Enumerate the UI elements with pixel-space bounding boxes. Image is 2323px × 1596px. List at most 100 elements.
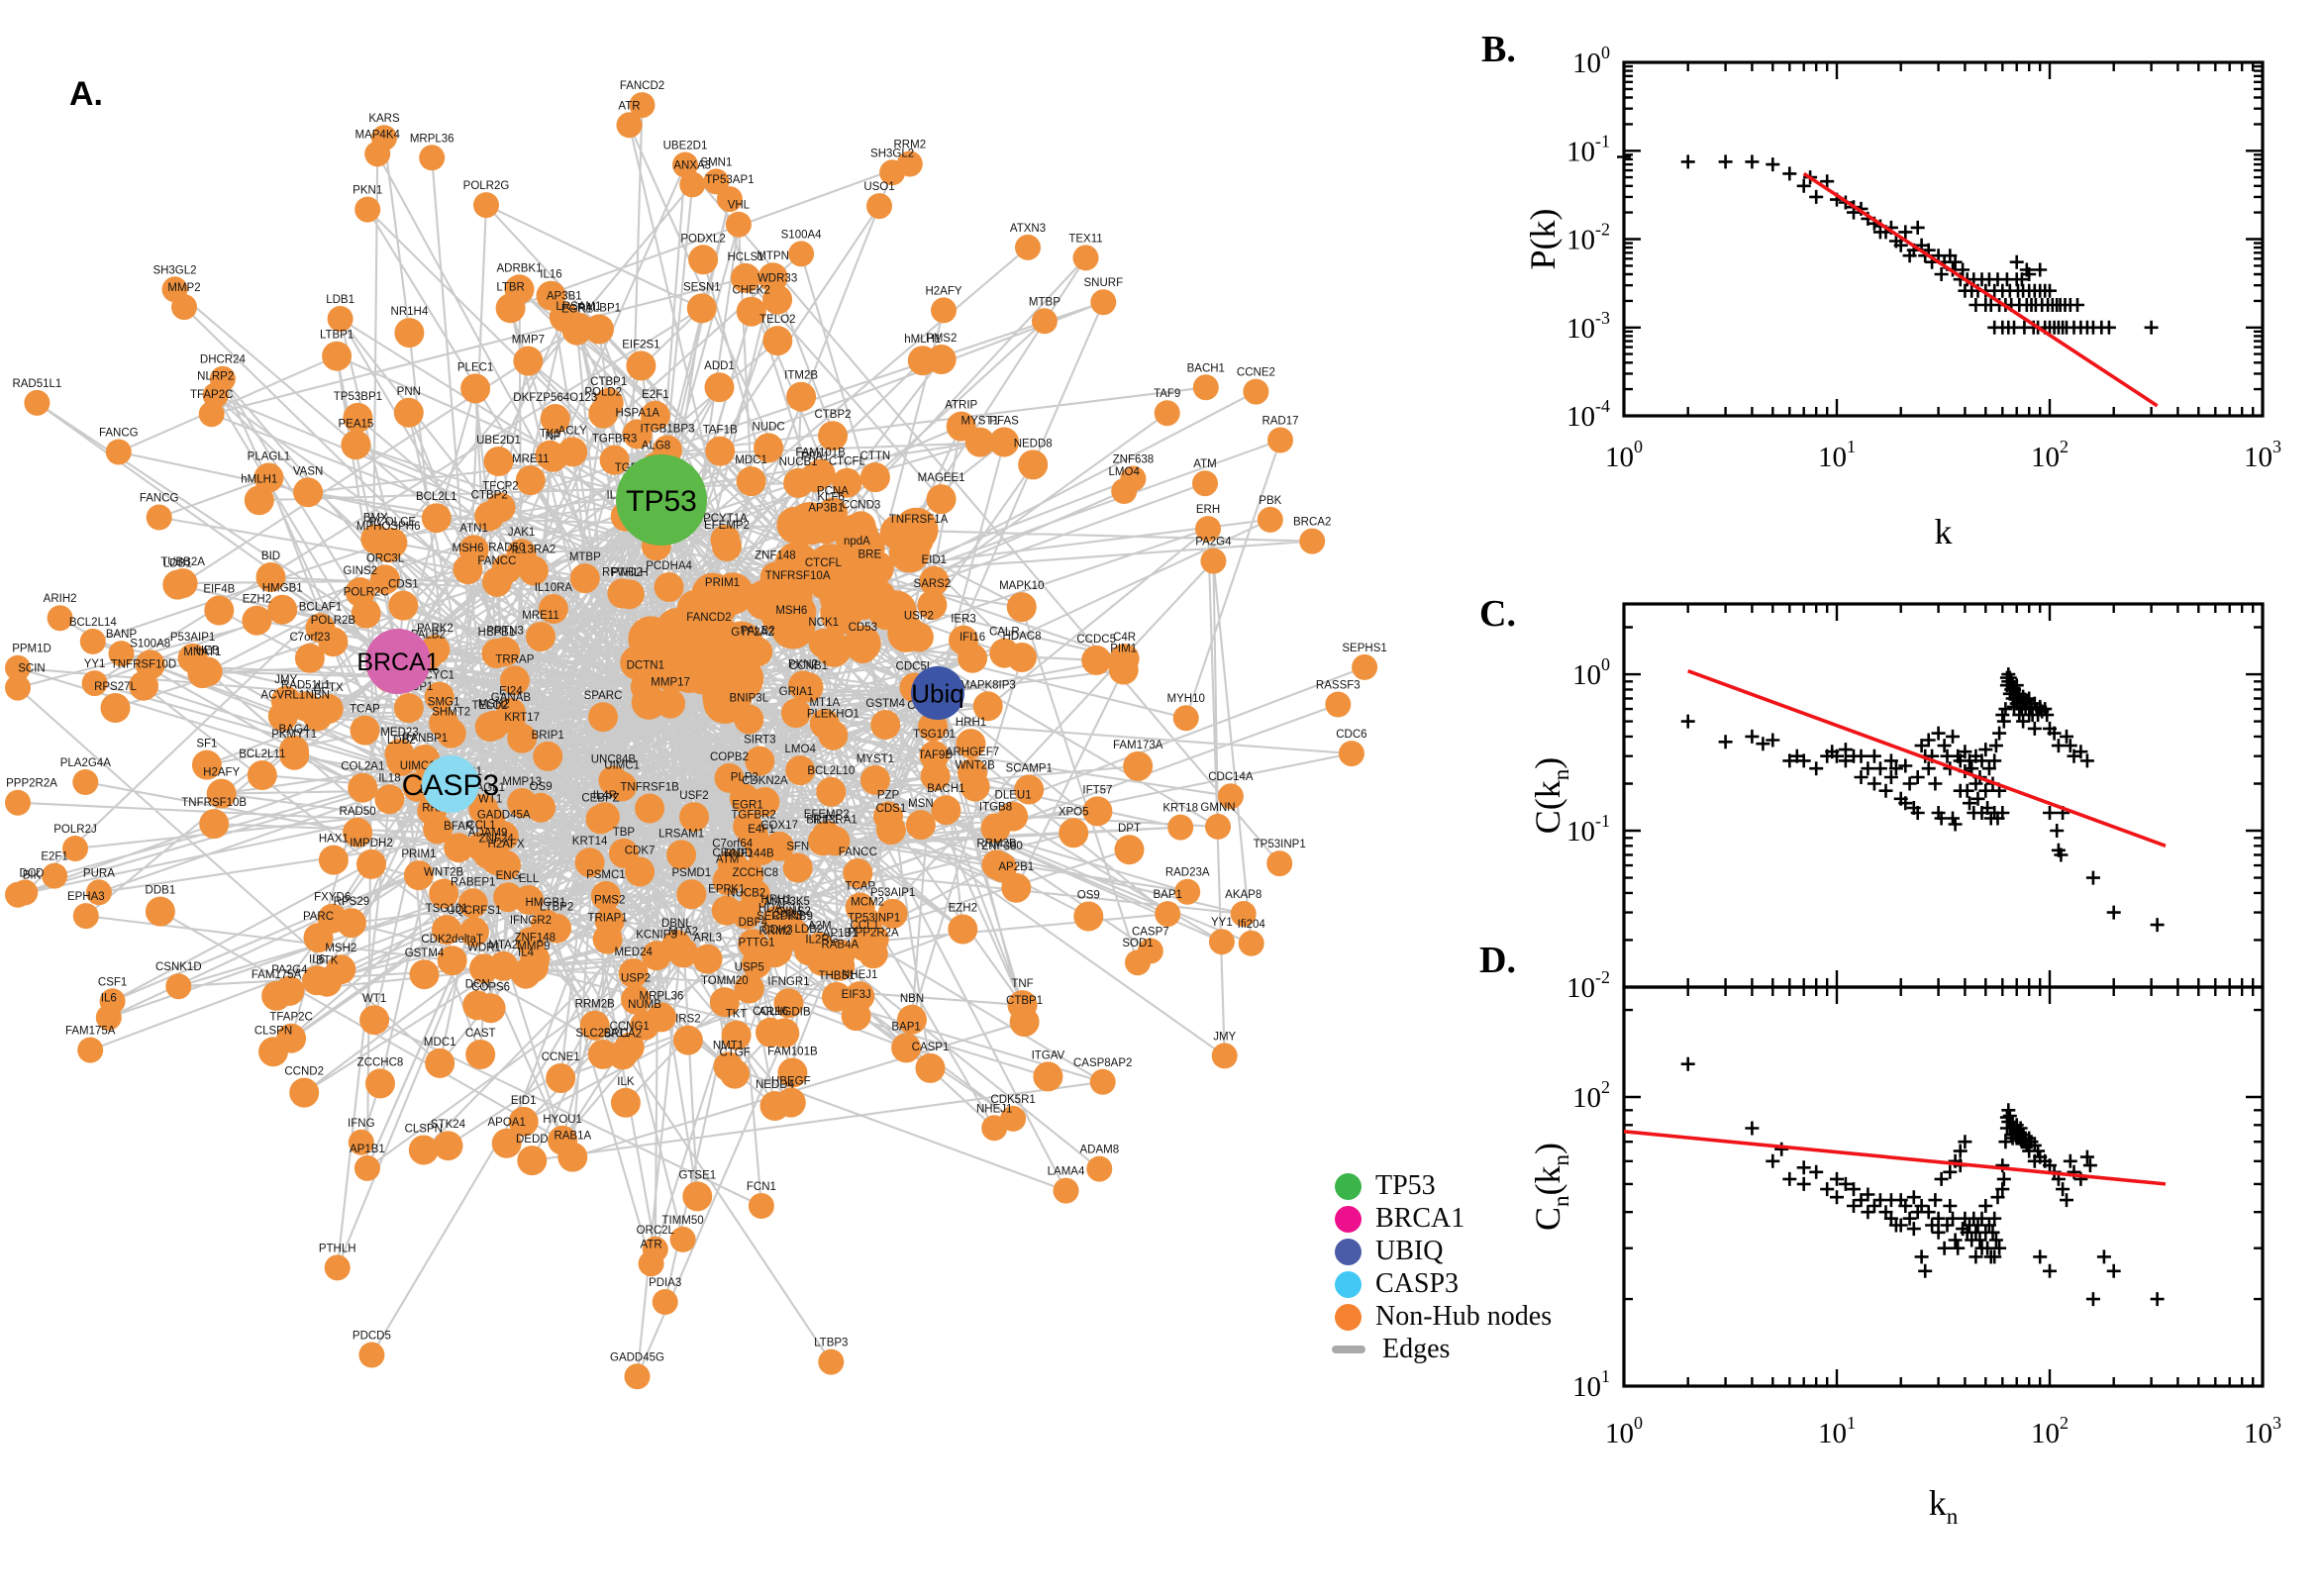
node-label: BFAR (444, 821, 473, 833)
network-node (1325, 691, 1352, 718)
hub-label: BRCA1 (356, 648, 439, 676)
node-swatch-icon (1335, 1205, 1362, 1233)
node-label: CASP1 (912, 1042, 950, 1053)
network-node (630, 1010, 659, 1041)
node-label: AP3B1 (547, 290, 582, 302)
node-label: PPP2R2A (848, 927, 899, 939)
node-label: MED24 (615, 947, 654, 958)
node-label: TSG101 (426, 903, 468, 915)
node-label: FAM101B (767, 1047, 818, 1058)
network-node (289, 1077, 320, 1108)
node-label: PDCD5 (353, 1331, 391, 1343)
node-label: COPS6 (471, 981, 510, 993)
node-label: NHEJ1 (976, 1103, 1012, 1115)
network-node (703, 168, 730, 195)
plot-frame (1622, 60, 2265, 418)
network-node (672, 151, 698, 178)
network-node (832, 467, 862, 498)
node-label: RAB1A (554, 1131, 591, 1143)
node-label: MRE11 (522, 610, 559, 622)
network-node (948, 914, 978, 945)
network-node (1238, 930, 1264, 956)
node-label: TEX11 (1068, 233, 1102, 245)
node-label: DLEU1 (995, 790, 1032, 802)
node-label: APOA1 (488, 1117, 526, 1129)
network-node (359, 1005, 390, 1036)
node-label: TP53AP1 (705, 174, 754, 186)
node-label: NHEJ1 (842, 969, 877, 981)
node-label: PFAS (989, 416, 1019, 428)
network-node (247, 760, 277, 790)
network-node (462, 990, 493, 1021)
node-label: BAG4 (279, 724, 310, 736)
network-node (145, 896, 175, 927)
node-label: MAGEE1 (918, 472, 965, 484)
network-node (1205, 813, 1231, 840)
network-node (788, 241, 815, 267)
network-node (105, 439, 132, 465)
node-label: MYST1 (961, 416, 999, 428)
hub-circle-tp53 (616, 454, 707, 546)
network-node (716, 186, 743, 213)
node-label: MMP7 (512, 335, 545, 347)
network-node (458, 535, 489, 565)
network-node (1018, 449, 1049, 480)
node-label: RAD51L1 (12, 378, 61, 390)
node-label: ZNF380 (981, 841, 1023, 852)
network-node (905, 810, 936, 841)
network-node (343, 817, 373, 848)
node-label: RAD17 (1262, 416, 1298, 428)
network-node (549, 302, 579, 333)
network-node (409, 959, 440, 990)
network-node (354, 196, 381, 223)
node-label: LTBP2 (540, 902, 573, 914)
network-node (960, 771, 990, 802)
network-node (536, 280, 566, 311)
node-label: CCL1 (466, 820, 495, 832)
network-node (538, 594, 568, 624)
node-label: CDS1 (388, 579, 419, 591)
network-node (616, 112, 643, 139)
tick-label: 100 (1605, 437, 1643, 473)
node-label: BACH1 (927, 783, 964, 795)
network-node (721, 1020, 752, 1050)
node-label: PODXL2 (680, 233, 725, 245)
node-label: PTHLH (319, 1243, 356, 1254)
network-node (846, 511, 876, 542)
network-node (244, 485, 274, 516)
node-label: PURA (83, 867, 115, 879)
node-label: IL18 (378, 772, 400, 784)
network-node (493, 882, 524, 913)
node-label: AP2B1 (998, 861, 1034, 873)
fit-line (1687, 669, 2167, 848)
network-node (365, 1068, 395, 1099)
node-label: PA2G4 (1195, 537, 1232, 549)
node-label: ERH (1196, 504, 1220, 516)
node-label: KRT17 (504, 712, 540, 724)
node-label: GRIA1 (779, 686, 814, 698)
node-label: A2M (808, 921, 832, 933)
node-label: CEBPZ (581, 792, 619, 804)
node-label: JAK1 (508, 527, 536, 539)
node-label: UQCRFS1 (447, 905, 501, 917)
node-label: POLR2G (463, 180, 510, 192)
network-node (668, 938, 699, 968)
node-label: BANP (106, 629, 138, 641)
network-node (1217, 783, 1244, 810)
node-label: RAD50 (340, 806, 376, 818)
node-label: CDH3 (761, 925, 792, 937)
network-node (743, 637, 773, 667)
node-label: TIMM50 (662, 1215, 704, 1227)
node-label: NBN (900, 993, 924, 1005)
node-label: ARHGDIB (758, 1006, 811, 1018)
node-label: CTBP2 (471, 489, 508, 501)
node-label: PLEKHO1 (807, 709, 859, 721)
node-label: PMS2 (926, 333, 957, 345)
node-label: TP53INP1 (1254, 839, 1306, 850)
network-node (1174, 878, 1201, 905)
node-label: WDR1 (467, 942, 501, 953)
network-node (679, 802, 709, 833)
node-label: IFI16 (960, 632, 985, 644)
network-node (917, 590, 948, 621)
node-label: IL2RG (805, 935, 838, 947)
